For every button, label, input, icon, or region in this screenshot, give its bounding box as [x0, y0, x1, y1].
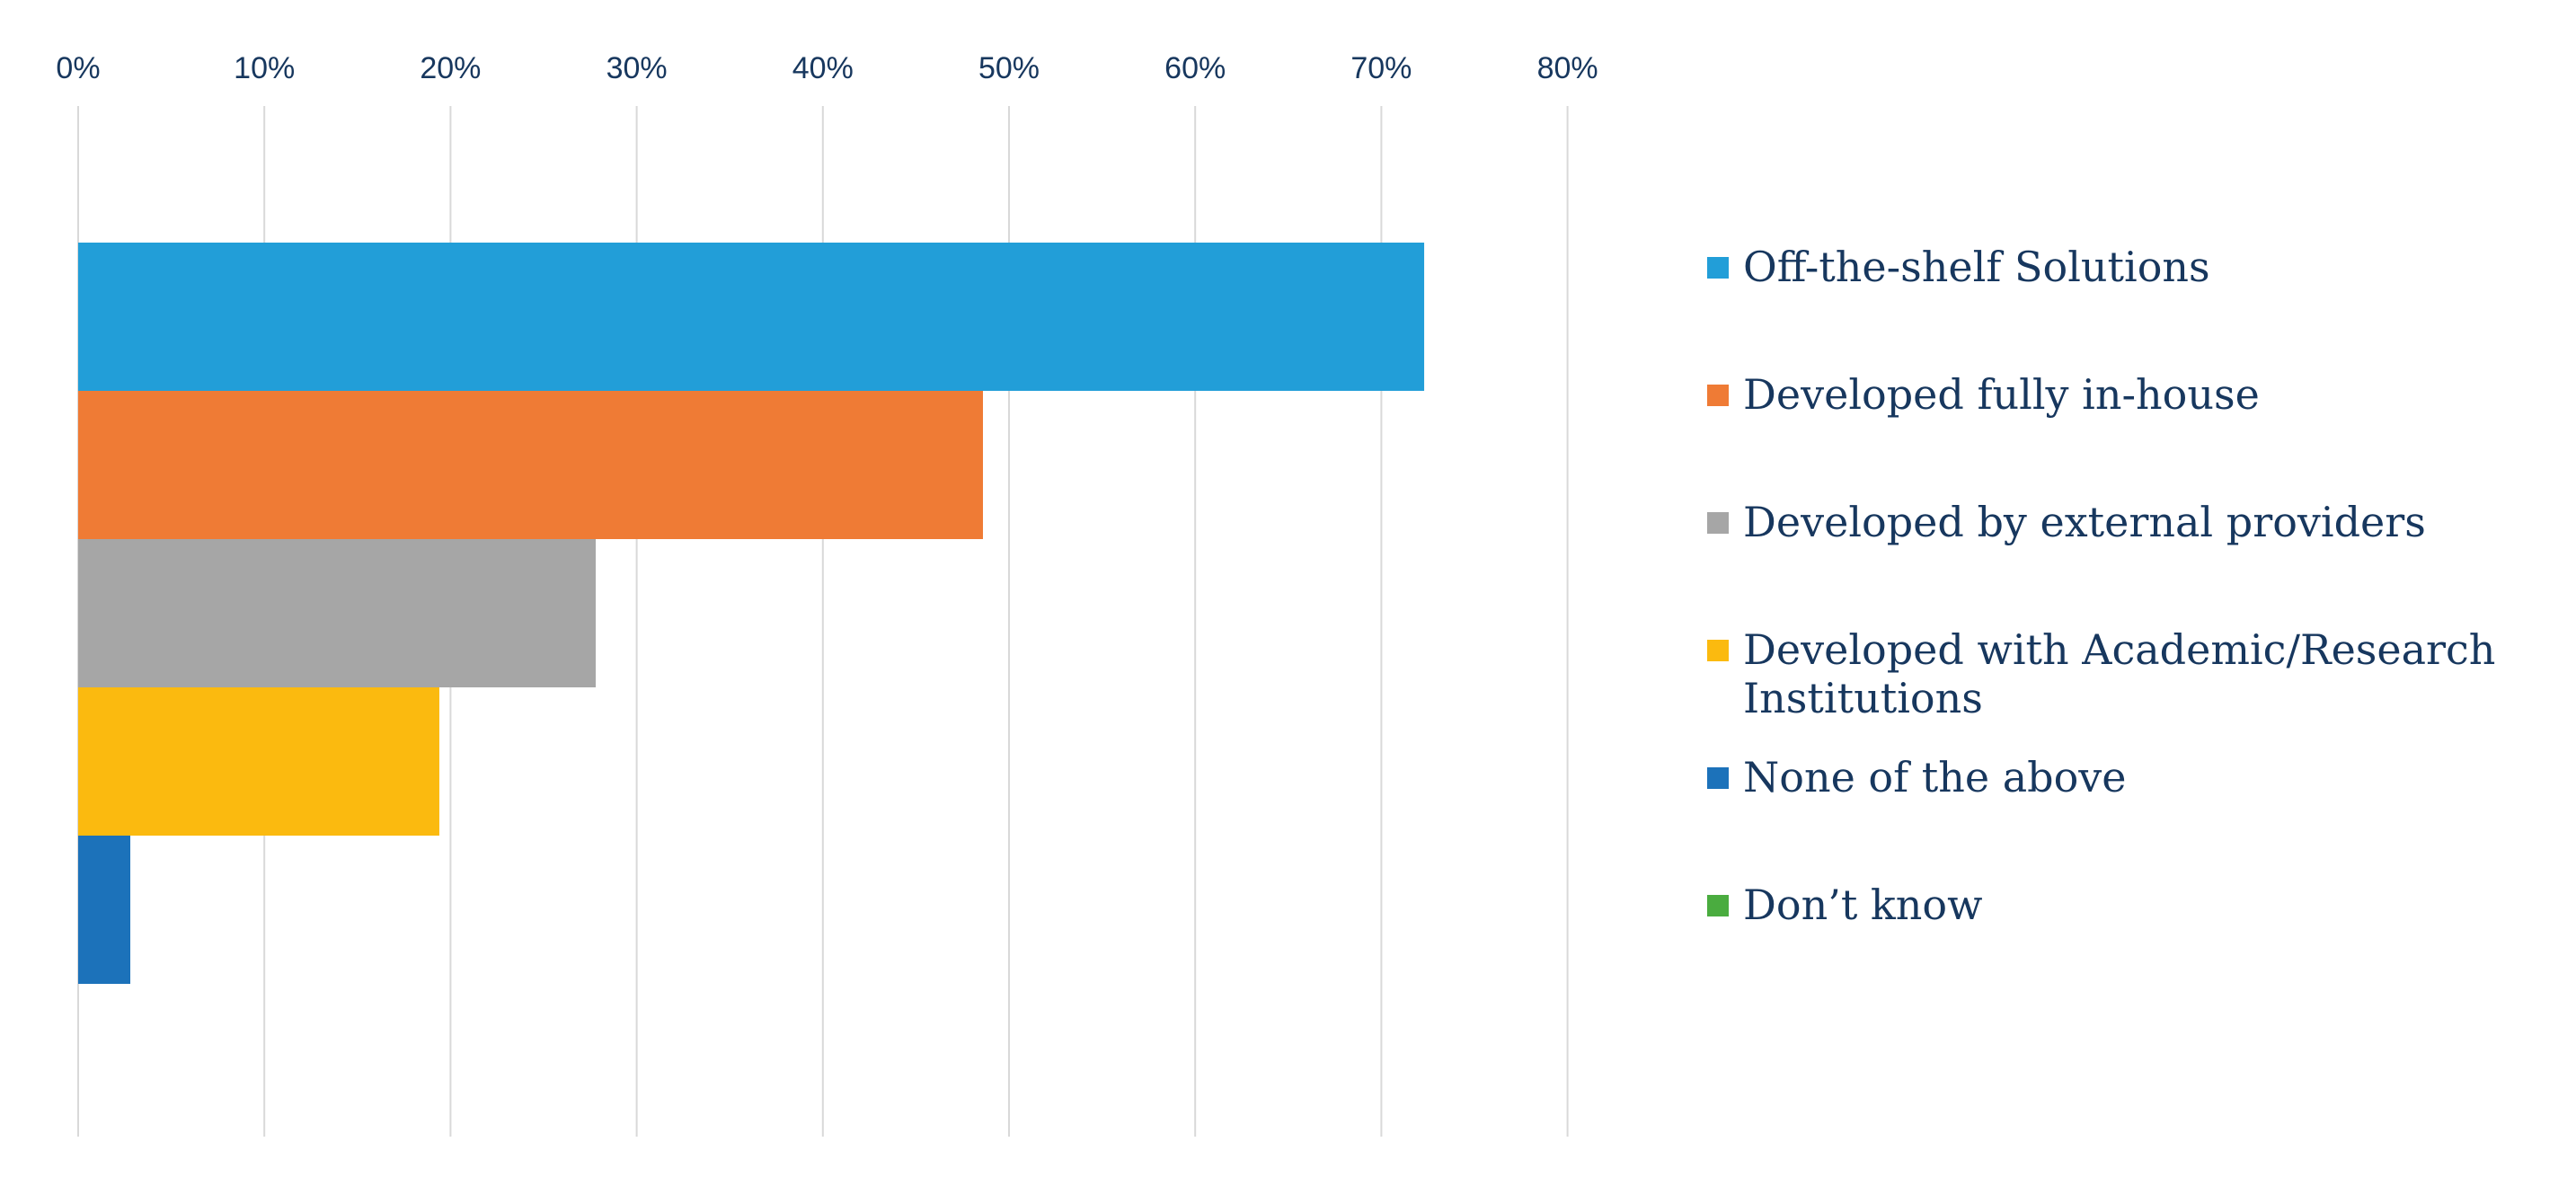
- x-tick-label: 40%: [792, 51, 854, 85]
- bar-chart-plot: 0% 10% 20% 30% 40% 50% 60% 70% 80%: [56, 51, 1598, 1137]
- legend-label: Don’t know: [1743, 881, 1983, 929]
- legend-label: Developed fully in-house: [1743, 370, 2260, 419]
- legend-swatch: [1707, 512, 1729, 534]
- legend-label: Developed by external providers: [1743, 498, 2426, 546]
- legend-swatch: [1707, 640, 1729, 661]
- legend-item: Developed by external providers: [1707, 498, 2534, 546]
- x-tick-label: 20%: [420, 51, 481, 85]
- bar: [78, 243, 1425, 391]
- legend-item: None of the above: [1707, 753, 2534, 801]
- legend-swatch: [1707, 385, 1729, 406]
- legend-label: Developed with Academic/Research Institu…: [1743, 625, 2496, 722]
- x-tick-label: 70%: [1350, 51, 1412, 85]
- legend-item: Developed fully in-house: [1707, 370, 2534, 419]
- x-tick-label: 0%: [56, 51, 100, 85]
- legend-item: Off-the-shelf Solutions: [1707, 243, 2534, 291]
- legend-item: Don’t know: [1707, 881, 2534, 929]
- bar: [78, 391, 983, 539]
- bar: [78, 687, 439, 836]
- x-tick-label: 50%: [978, 51, 1040, 85]
- x-tick-label: 80%: [1537, 51, 1598, 85]
- bar: [78, 836, 131, 984]
- legend-swatch: [1707, 257, 1729, 279]
- legend-swatch: [1707, 895, 1729, 916]
- legend-item: Developed with Academic/Research Institu…: [1707, 625, 2534, 722]
- x-tick-label: 60%: [1164, 51, 1226, 85]
- legend-label: None of the above: [1743, 753, 2127, 801]
- legend-swatch: [1707, 767, 1729, 789]
- x-tick-label: 10%: [234, 51, 295, 85]
- bar: [78, 539, 597, 687]
- legend-label: Off-the-shelf Solutions: [1743, 243, 2210, 291]
- x-tick-label: 30%: [606, 51, 668, 85]
